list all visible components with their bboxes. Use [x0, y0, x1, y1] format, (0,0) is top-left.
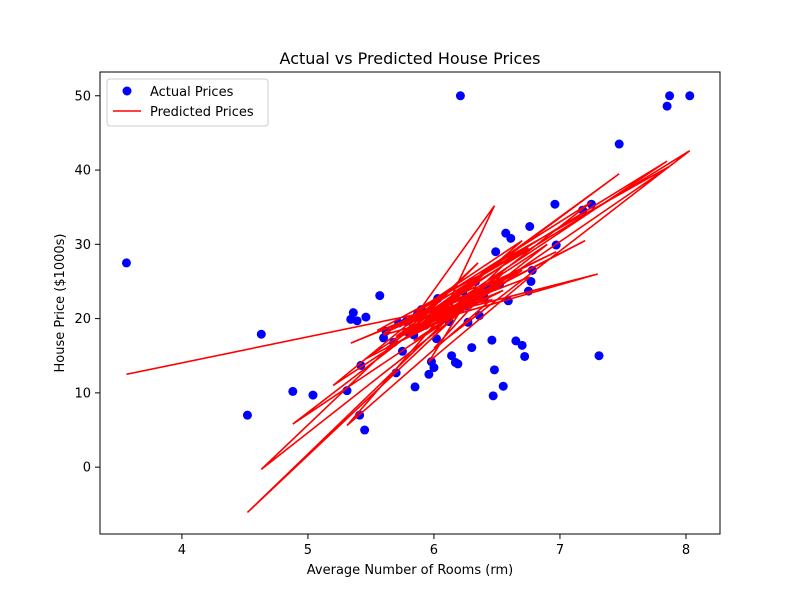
y-tick-label: 20 — [74, 312, 91, 327]
actual-price-point — [614, 139, 624, 149]
y-tick-label: 10 — [74, 386, 91, 401]
actual-price-point — [520, 351, 530, 361]
actual-price-point — [348, 308, 358, 318]
y-tick-label: 40 — [74, 164, 91, 179]
actual-price-point — [685, 91, 695, 101]
legend-frame — [106, 78, 269, 127]
actual-price-point — [360, 425, 370, 435]
actual-price-point — [489, 365, 499, 375]
actual-price-point — [488, 391, 498, 401]
actual-price-point — [491, 247, 501, 257]
actual-price-point — [242, 410, 252, 420]
actual-price-point — [308, 390, 318, 400]
actual-price-point — [455, 91, 465, 101]
y-tick-label: 0 — [83, 461, 91, 476]
actual-price-point — [453, 359, 463, 369]
actual-price-point — [498, 381, 508, 391]
x-axis-label: Average Number of Rooms (rm) — [307, 563, 513, 578]
actual-price-point — [375, 291, 385, 301]
actual-price-point — [506, 233, 516, 243]
x-tick-label: 6 — [430, 543, 438, 558]
actual-price-point — [361, 312, 371, 322]
legend: Actual Prices Predicted Prices — [106, 78, 269, 127]
actual-price-point — [662, 101, 672, 111]
plot-area — [121, 91, 695, 514]
x-axis: 4 5 6 7 8 — [178, 534, 690, 558]
predicted-price-line — [126, 150, 691, 514]
actual-price-point — [121, 258, 131, 268]
x-tick-label: 7 — [556, 543, 564, 558]
actual-price-point — [410, 382, 420, 392]
x-tick-label: 4 — [178, 543, 186, 558]
actual-price-point — [356, 360, 366, 370]
actual-price-point — [256, 329, 266, 339]
actual-price-point — [550, 199, 560, 209]
legend-actual-label: Actual Prices — [150, 85, 234, 100]
actual-price-point — [487, 335, 497, 345]
x-tick-label: 8 — [682, 543, 690, 558]
actual-price-point — [517, 340, 527, 350]
actual-price-point — [424, 369, 434, 379]
actual-price-point — [525, 222, 535, 231]
plot-frame — [99, 71, 721, 535]
actual-price-point — [447, 351, 457, 361]
x-tick-label: 5 — [304, 543, 312, 558]
chart-title: Actual vs Predicted House Prices — [280, 49, 541, 68]
actual-price-point — [526, 276, 536, 286]
legend-actual-marker — [122, 86, 132, 96]
actual-price-point — [467, 343, 477, 353]
actual-price-point — [511, 336, 521, 346]
actual-price-point — [665, 91, 675, 101]
actual-price-point — [352, 316, 362, 326]
actual-price-point — [429, 363, 439, 373]
y-tick-label: 50 — [74, 89, 91, 104]
y-axis: 0 10 20 30 40 50 — [74, 89, 100, 476]
actual-price-point — [594, 351, 604, 361]
y-axis-label: House Price ($1000s) — [53, 234, 68, 373]
legend-predicted-label: Predicted Prices — [150, 105, 254, 120]
actual-price-point — [288, 386, 298, 396]
y-tick-label: 30 — [74, 238, 91, 253]
